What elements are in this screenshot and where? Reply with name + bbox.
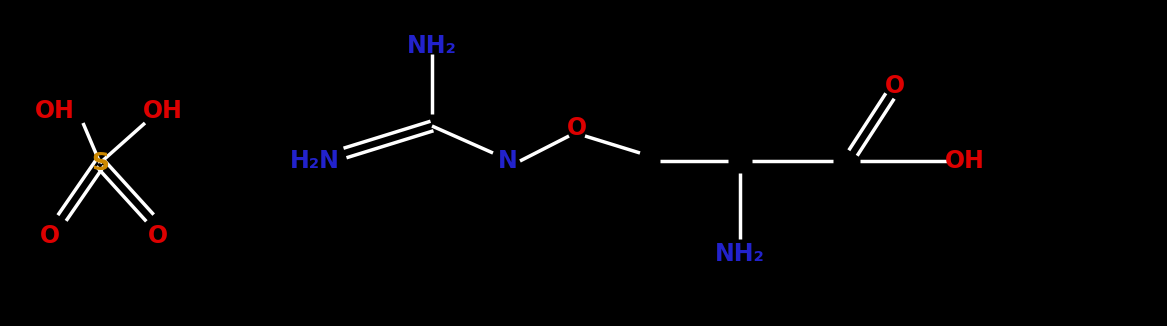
Text: OH: OH — [144, 99, 183, 123]
Text: O: O — [885, 74, 906, 98]
Text: O: O — [40, 224, 60, 248]
Text: OH: OH — [945, 149, 985, 173]
Text: OH: OH — [35, 99, 75, 123]
Text: S: S — [91, 151, 109, 175]
Text: O: O — [567, 116, 587, 140]
Text: N: N — [498, 149, 518, 173]
Text: NH₂: NH₂ — [715, 242, 764, 266]
Text: NH₂: NH₂ — [407, 34, 457, 58]
Text: H₂N: H₂N — [291, 149, 340, 173]
Text: O: O — [148, 224, 168, 248]
